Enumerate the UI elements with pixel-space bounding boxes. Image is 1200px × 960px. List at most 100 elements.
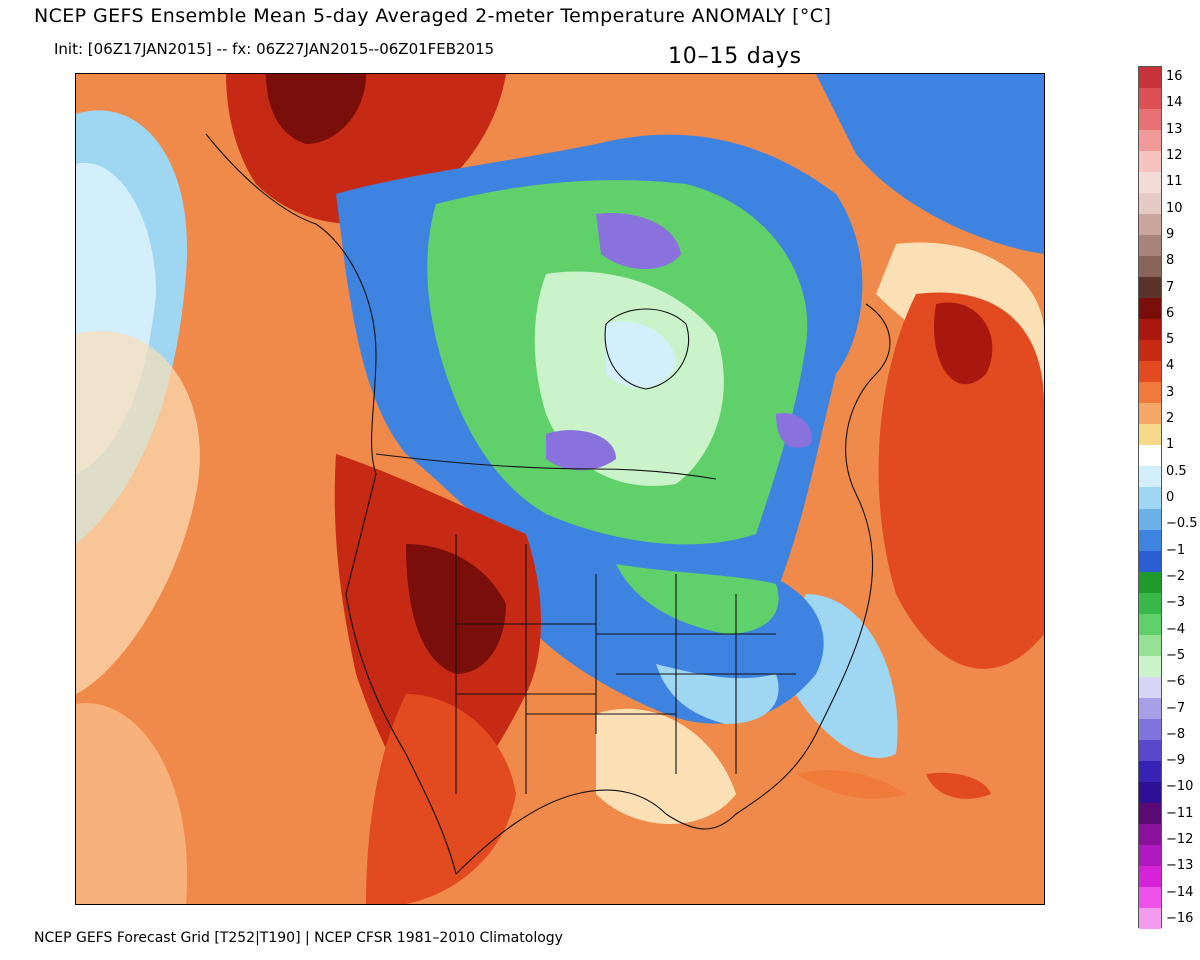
colorbar-swatch	[1139, 193, 1161, 215]
colorbar-swatch	[1139, 382, 1161, 404]
colorbar-tick-label: −5	[1166, 647, 1186, 663]
colorbar-swatch	[1139, 718, 1161, 741]
colorbar-swatch	[1139, 655, 1161, 678]
colorbar-tick-label: 2	[1166, 411, 1175, 427]
colorbar-swatch	[1139, 592, 1161, 615]
arctic-purple-patch	[596, 213, 681, 269]
anomaly-map	[75, 73, 1045, 905]
colorbar-tick-label: −4	[1166, 621, 1186, 637]
gulf-mexico-mild	[596, 708, 736, 824]
colorbar-swatch	[1139, 298, 1161, 320]
state-borders-east	[596, 574, 796, 774]
footer-credit: NCEP GEFS Forecast Grid [T252|T190] | NC…	[34, 930, 563, 946]
atlantic-warm-patch	[878, 292, 1044, 669]
colorbar-swatch	[1139, 487, 1161, 509]
colorbar-tick-label: 5	[1166, 332, 1175, 348]
colorbar-tick-label: −8	[1166, 726, 1186, 742]
colorbar-swatch	[1139, 571, 1161, 594]
colorbar	[1138, 66, 1162, 930]
hudson-bay-core	[606, 321, 676, 388]
colorbar-swatch	[1139, 235, 1161, 257]
colorbar-tick-label: −2	[1166, 568, 1186, 584]
colorbar-tick-label: −10	[1166, 779, 1194, 795]
colorbar-swatch	[1139, 424, 1161, 446]
colorbar-swatch	[1139, 130, 1161, 152]
colorbar-tick-label: −9	[1166, 753, 1186, 769]
north-atlantic-cold	[816, 74, 1044, 254]
cuba-warm	[796, 770, 906, 799]
pacific-mild-band	[76, 330, 200, 694]
colorbar-tick-label: 6	[1166, 305, 1175, 321]
colorbar-swatch	[1139, 886, 1161, 909]
colorbar-swatch	[1139, 739, 1161, 762]
colorbar-tick-label: 11	[1166, 174, 1183, 190]
alaska-warm-core	[266, 74, 366, 144]
colorbar-swatch	[1139, 865, 1161, 888]
southeast-light-blue	[656, 664, 779, 724]
colorbar-tick-label: 8	[1166, 253, 1175, 269]
chart-title: NCEP GEFS Ensemble Mean 5-day Averaged 2…	[34, 5, 832, 27]
colorbar-tick-label: −7	[1166, 700, 1186, 716]
atlantic-warm-core	[934, 302, 993, 385]
mexico-warm	[366, 694, 516, 904]
colorbar-swatch	[1139, 151, 1161, 173]
colorbar-tick-label: 10	[1166, 200, 1183, 216]
forecast-range-label: 10–15 days	[668, 44, 802, 69]
colorbar-tick-label: 1	[1166, 437, 1175, 453]
colorbar-swatch	[1139, 550, 1161, 573]
colorbar-tick-label: −13	[1166, 858, 1194, 874]
hispaniola-warm	[926, 772, 991, 799]
colorbar-tick-label: −16	[1166, 911, 1194, 926]
colorbar-swatch	[1139, 109, 1161, 131]
colorbar-swatch	[1139, 802, 1161, 825]
colorbar-swatch	[1139, 172, 1161, 194]
colorbar-tick-label: −12	[1166, 832, 1194, 848]
colorbar-tick-label: 0.5	[1166, 463, 1187, 479]
init-forecast-line: Init: [06Z17JAN2015] -- fx: 06Z27JAN2015…	[54, 40, 495, 58]
colorbar-swatch	[1139, 466, 1161, 488]
colorbar-swatch	[1139, 214, 1161, 236]
colorbar-swatch	[1139, 403, 1161, 425]
colorbar-swatch	[1139, 907, 1161, 930]
colorbar-swatch	[1139, 508, 1161, 531]
colorbar-tick-label: −1	[1166, 542, 1186, 558]
colorbar-tick-label: 0	[1166, 490, 1175, 505]
colorbar-swatch	[1139, 340, 1161, 362]
colorbar-swatch	[1139, 760, 1161, 783]
colorbar-swatch	[1139, 634, 1161, 657]
colorbar-swatch	[1139, 256, 1161, 278]
state-borders-west	[455, 534, 676, 794]
colorbar-tick-label: −6	[1166, 674, 1186, 690]
colorbar-tick-label: 7	[1166, 279, 1175, 295]
colorbar-tick-label: 14	[1166, 95, 1183, 111]
colorbar-swatch	[1139, 823, 1161, 846]
colorbar-tick-label: −14	[1166, 884, 1194, 900]
great-lakes-green	[616, 564, 779, 634]
colorbar-swatch	[1139, 781, 1161, 804]
pacific-coastline	[205, 133, 457, 875]
colorbar-tick-label: 13	[1166, 121, 1183, 137]
colorbar-tick-label: −11	[1166, 805, 1194, 821]
anomaly-map-canvas	[76, 74, 1044, 904]
colorbar-tick-label: 16	[1166, 69, 1183, 84]
colorbar-swatch	[1139, 277, 1161, 299]
colorbar-swatch	[1139, 319, 1161, 341]
colorbar-swatch	[1139, 67, 1161, 89]
colorbar-swatch	[1139, 88, 1161, 110]
gulf-atlantic-coastline	[455, 613, 867, 875]
pacific-south-mild	[76, 703, 188, 904]
hudson-bay-outline	[604, 308, 690, 390]
colorbar-tick-label: 12	[1166, 147, 1183, 163]
quebec-purple-patch	[776, 413, 812, 448]
colorbar-swatch	[1139, 844, 1161, 867]
colorbar-tick-label: −3	[1166, 595, 1186, 611]
colorbar-swatch	[1139, 676, 1161, 699]
prairie-purple-patch	[546, 430, 616, 471]
colorbar-tick-label: −0.5	[1166, 516, 1198, 532]
atlantic-coastline-north	[845, 303, 891, 615]
colorbar-tick-label: 3	[1166, 384, 1175, 400]
us-canada-border	[375, 453, 717, 480]
colorbar-tick-label: 4	[1166, 358, 1175, 374]
colorbar-tick-label: 9	[1166, 226, 1175, 242]
colorbar-swatch	[1139, 361, 1161, 383]
